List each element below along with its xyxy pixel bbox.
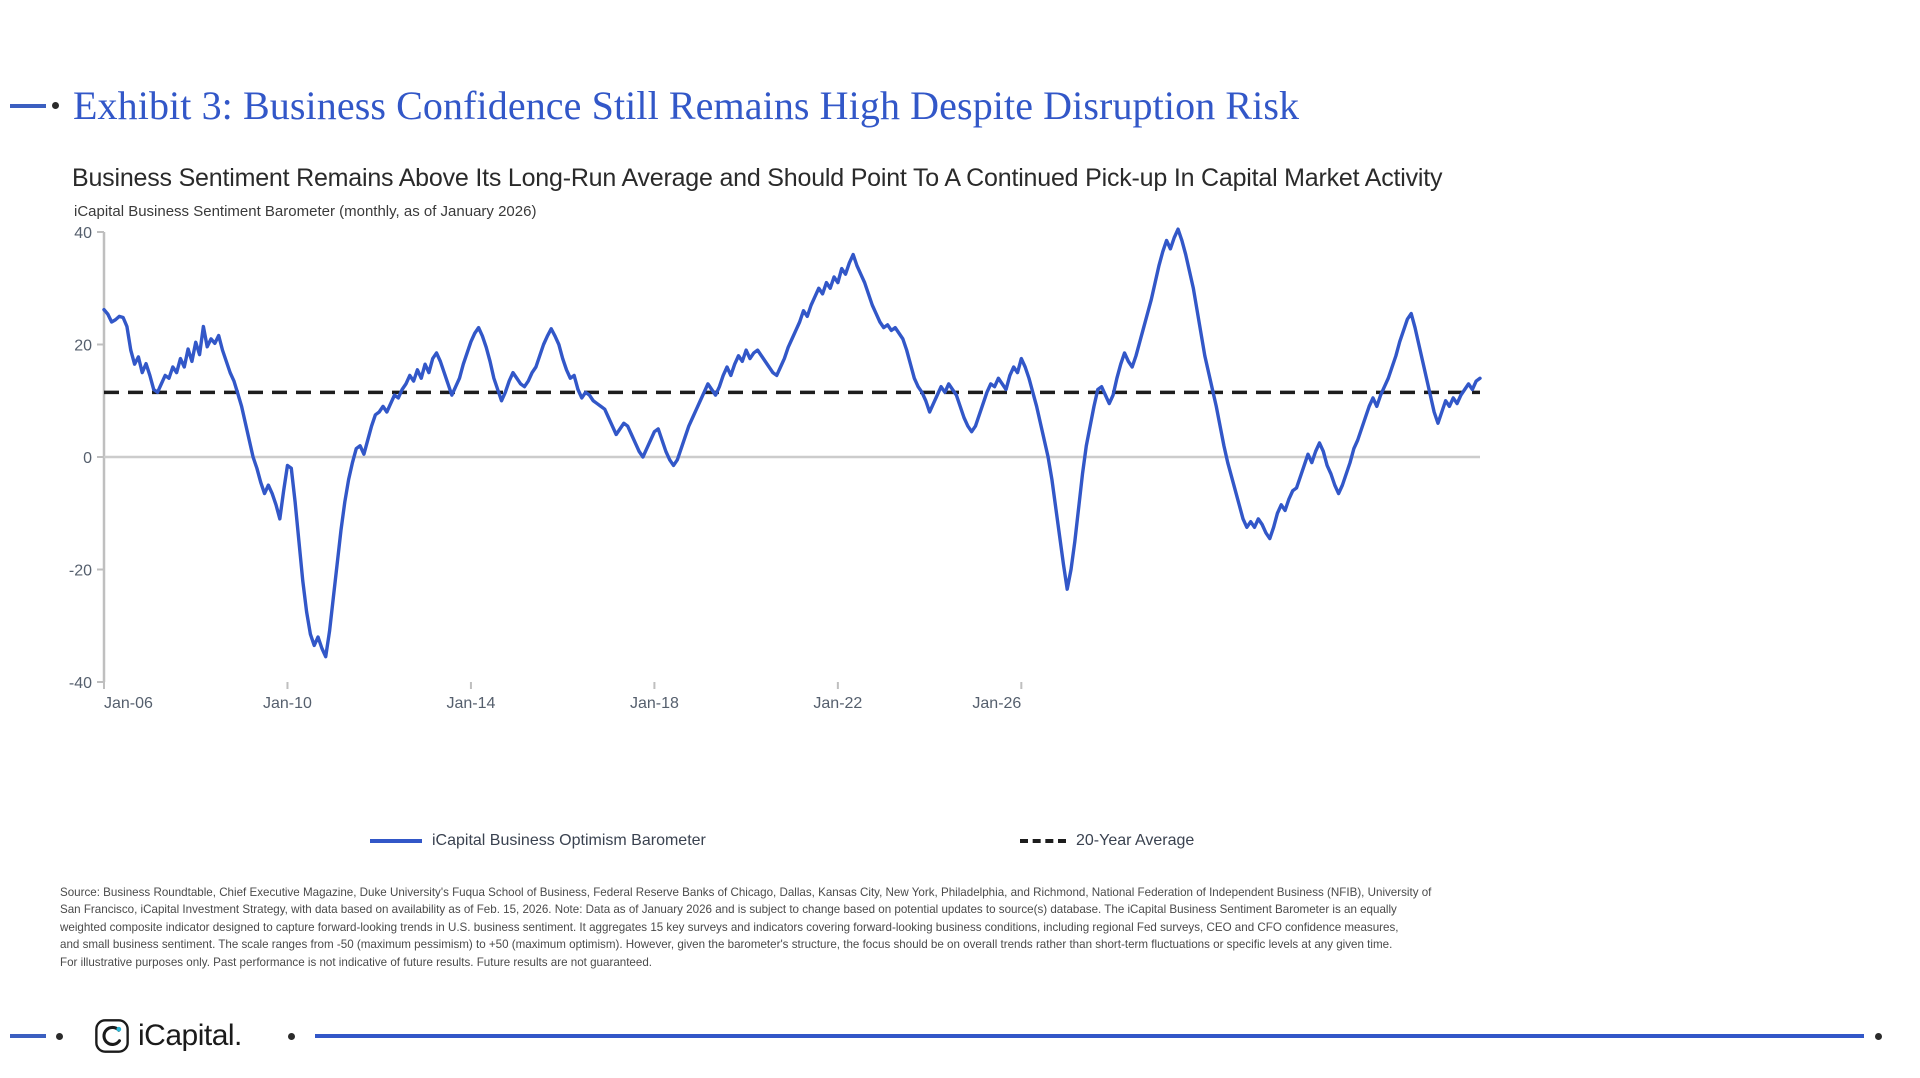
page-title: Exhibit 3: Business Confidence Still Rem… xyxy=(73,82,1300,128)
x-axis-ticks: Jan-06 Jan-10 Jan-14 Jan-18 Jan-22 Jan-26 xyxy=(103,682,1023,712)
footer-dot-accent-icon xyxy=(56,1032,63,1040)
chart-legend: iCapital Business Optimism Barometer 20-… xyxy=(60,826,1490,866)
y-tick-label: -40 xyxy=(69,675,92,692)
legend-item-barometer: iCapital Business Optimism Barometer xyxy=(370,832,706,850)
chart-container: -40 -20 0 20 40 Jan-06 Jan-10 Jan-14 Jan-18 Jan-… xyxy=(60,225,1490,712)
title-bullet-marker xyxy=(10,102,59,110)
slide-header: Exhibit 3: Business Confidence Still Rem… xyxy=(0,58,1920,220)
footnote-line-3: weighted composite indicator designed to… xyxy=(60,920,1399,934)
x-tick-label: Jan-14 xyxy=(446,695,495,712)
y-tick-label: 20 xyxy=(74,338,92,355)
footnote-line-2: San Francisco, iCapital Investment Strat… xyxy=(60,903,1397,917)
footer-rule xyxy=(314,1034,1864,1038)
title-row: Exhibit 3: Business Confidence Still Rem… xyxy=(0,58,1920,154)
dot-accent-icon xyxy=(52,102,59,110)
icapital-logo-icon xyxy=(95,1019,129,1053)
footnote-line-4: and small business sentiment. The scale … xyxy=(60,938,1393,952)
chart-caption: iCapital Business Sentiment Barometer (m… xyxy=(74,203,537,221)
footer-dot-accent-icon-2 xyxy=(287,1032,295,1040)
legend-label-barometer: iCapital Business Optimism Barometer xyxy=(432,832,706,849)
brand-logo: iCapital. xyxy=(95,1019,242,1053)
source-footnote: Source: Business Roundtable, Chief Execu… xyxy=(60,884,1872,971)
y-tick-label: 0 xyxy=(83,450,92,467)
legend-solid-line-icon xyxy=(370,839,422,843)
legend-label-average: 20-Year Average xyxy=(1076,832,1195,849)
y-tick-label: 40 xyxy=(74,225,92,242)
slide-footer: iCapital. xyxy=(0,1012,1920,1060)
legend-item-average: 20-Year Average xyxy=(1020,832,1194,850)
footer-dot-accent-icon-3 xyxy=(1875,1032,1882,1040)
y-axis-ticks: -40 -20 0 20 40 xyxy=(69,225,104,692)
legend-dashed-line-icon xyxy=(1020,839,1066,843)
x-tick-label: Jan-18 xyxy=(630,695,679,712)
page-subtitle: Business Sentiment Remains Above Its Lon… xyxy=(72,163,1443,192)
footnote-line-5: For illustrative purposes only. Past per… xyxy=(60,955,652,969)
footnote-line-1: Source: Business Roundtable, Chief Execu… xyxy=(60,886,1432,899)
brand-name: iCapital. xyxy=(138,1019,242,1052)
x-tick-label: Jan-06 xyxy=(104,695,153,712)
y-tick-label: -20 xyxy=(69,563,92,580)
x-tick-label: Jan-26 xyxy=(972,695,1021,712)
footer-dash-accent-icon xyxy=(10,1034,46,1038)
series-line-barometer xyxy=(102,227,1482,659)
x-tick-label: Jan-10 xyxy=(263,695,312,712)
x-tick-label: Jan-22 xyxy=(813,695,862,712)
dash-accent-icon xyxy=(10,103,46,108)
